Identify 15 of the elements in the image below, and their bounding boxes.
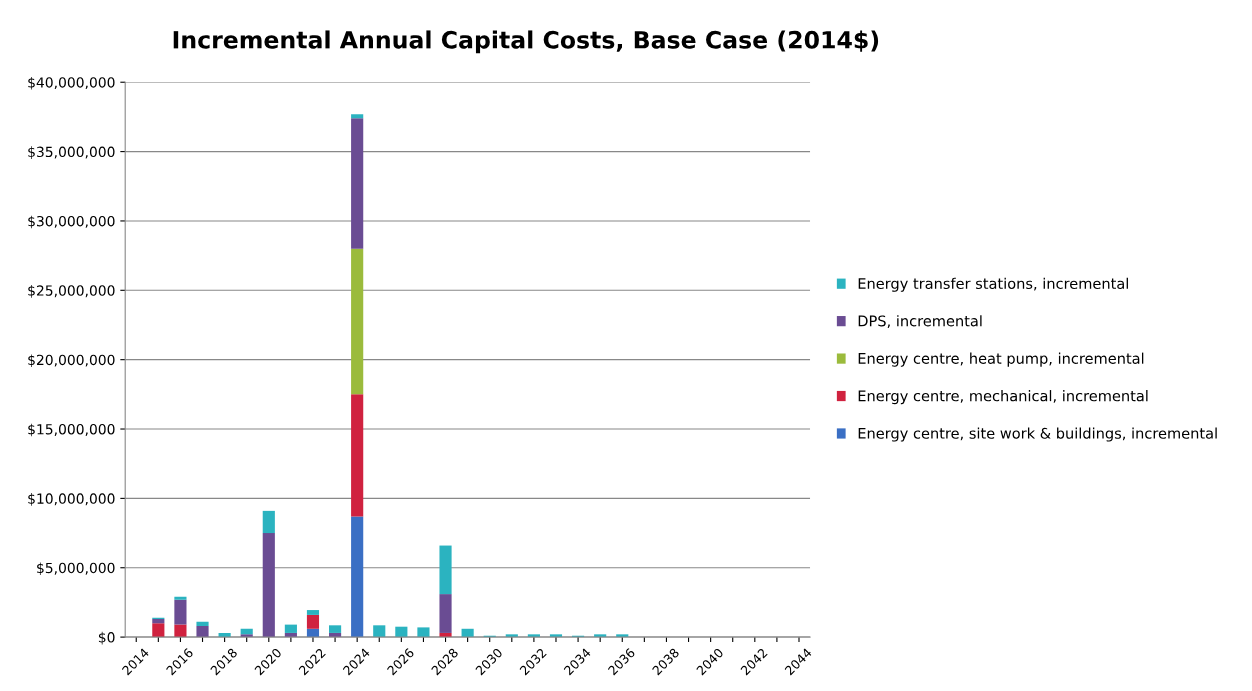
y-tick-label: $5,000,000 — [37, 562, 115, 576]
legend-label: Energy centre, heat pump, incremental — [858, 352, 1144, 367]
y-tick-label: $10,000,000 — [28, 493, 115, 506]
y-tick-label: $15,000,000 — [28, 423, 115, 437]
legend-label: Energy centre, site work & buildings, incremental — [858, 427, 1217, 442]
chart-title: Incremental Annual Capital Costs, Base Case (2014$) — [173, 30, 879, 54]
y-tick-label: $35,000,000 — [28, 146, 115, 159]
y-tick-label: $30,000,000 — [28, 215, 115, 229]
legend-label: Energy transfer stations, incremental — [858, 277, 1128, 292]
y-tick-label: $40,000,000 — [28, 76, 115, 90]
legend-label: Energy centre, mechanical, incremental — [858, 390, 1148, 405]
y-tick-label: $0 — [98, 631, 115, 645]
y-tick-label: $20,000,000 — [28, 354, 115, 367]
y-tick-label: $25,000,000 — [28, 285, 115, 298]
legend-label: DPS, incremental — [858, 315, 982, 328]
